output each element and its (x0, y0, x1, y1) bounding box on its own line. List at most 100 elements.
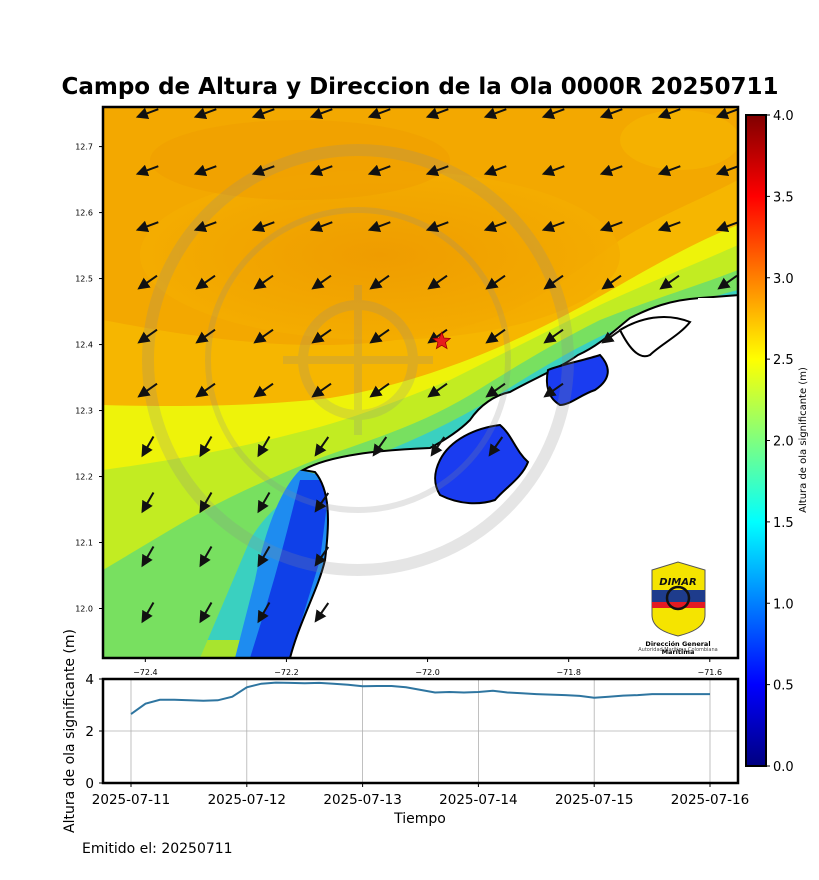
colorbar-ticks: 0.0 0.5 1.0 1.5 2.0 2.5 3.0 3.5 4.0 (766, 109, 794, 775)
wave-arrow (485, 274, 506, 290)
colorbar-tick-label: 1.0 (773, 597, 794, 612)
wave-arrow (485, 328, 506, 344)
wave-arrow (199, 545, 213, 568)
wave-arrow (367, 107, 391, 119)
wave-arrow (257, 435, 271, 458)
wave-arrow (199, 601, 213, 624)
wave-arrow (488, 436, 504, 457)
wave-arrow (369, 382, 390, 398)
wave-arrow (430, 436, 446, 457)
watermark-seal (142, 144, 574, 576)
wave-arrow (314, 492, 330, 513)
wave-direction-arrows (135, 107, 739, 624)
colorbar-tick-label: 3.0 (773, 272, 794, 287)
ts-x-tick-label: 2025-07-11 (92, 792, 170, 808)
wave-arrow (311, 382, 332, 398)
colorbar-tick-label: 2.0 (773, 435, 794, 450)
wave-arrow (309, 164, 333, 176)
ts-x-tick-label: 2025-07-15 (555, 792, 633, 808)
wave-arrow (137, 328, 158, 344)
wave-arrow (199, 435, 213, 458)
wave-arrow (314, 436, 330, 457)
map-frame (101, 105, 740, 660)
wave-arrow (427, 274, 448, 290)
map-y-tick-label: 12.3 (75, 407, 93, 416)
timeseries-x-label: Tiempo (393, 811, 446, 827)
wave-arrow (369, 274, 390, 290)
colorbar-tick-label: 2.5 (773, 353, 794, 368)
wave-arrow (367, 164, 391, 176)
svg-text:DIMAR: DIMAR (659, 577, 696, 588)
map-y-tick-label: 12.6 (75, 209, 93, 218)
wave-arrow (425, 164, 449, 176)
map-y-tick-label: 12.5 (75, 275, 93, 284)
emitted-date: Emitido el: 20250711 (82, 841, 233, 857)
colorbar-tick-label: 0.0 (773, 760, 794, 775)
wave-arrow (257, 491, 271, 514)
ts-y-tick-label: 2 (85, 724, 94, 740)
wave-arrow (485, 382, 506, 398)
wave-arrow (251, 107, 275, 119)
wave-arrow (543, 328, 564, 344)
map-y-tick-label: 12.2 (75, 473, 93, 482)
wave-arrow (715, 107, 739, 119)
logo-line1: Dirección General Marítima (645, 640, 711, 656)
wave-arrow (253, 328, 274, 344)
wave-arrow (659, 274, 680, 290)
wave-arrow (601, 274, 622, 290)
wave-arrow (541, 107, 565, 119)
wave-arrow (657, 164, 681, 176)
map-x-ticks: −72.4 −72.2 −72.0 −71.8 −71.6 (133, 658, 722, 677)
ts-x-tick-label: 2025-07-12 (208, 792, 286, 808)
wave-arrow (483, 164, 507, 176)
map-y-tick-label: 12.4 (75, 341, 93, 350)
map-field (103, 107, 738, 658)
wave-arrow (251, 164, 275, 176)
map-y-tick-label: 12.0 (75, 605, 93, 614)
wave-arrow (257, 545, 271, 568)
map-y-ticks: 12.0 12.1 12.2 12.3 12.4 12.5 12.6 12.7 (75, 143, 103, 614)
wave-arrow (193, 220, 217, 232)
map-x-tick-label: −72.4 (133, 668, 158, 677)
wave-arrow (483, 220, 507, 232)
timeseries-x-ticks: 2025-07-11 2025-07-12 2025-07-13 2025-07-14… (92, 783, 749, 808)
wave-arrow (541, 220, 565, 232)
wave-arrow (135, 164, 159, 176)
wave-arrow (314, 602, 330, 623)
wave-arrow (137, 382, 158, 398)
star-marker (432, 331, 452, 350)
wave-arrow (199, 491, 213, 514)
wave-arrow (427, 382, 448, 398)
colorbar-label: Altura de ola significante (m) (798, 367, 809, 513)
wave-arrow (251, 220, 275, 232)
wave-arrow (601, 328, 622, 344)
wave-arrow (543, 382, 564, 398)
wave-arrow (257, 601, 271, 624)
wave-arrow (137, 274, 158, 290)
timeseries-y-label: Altura de ola significante (m) (62, 629, 78, 833)
wave-arrow (311, 274, 332, 290)
lagoon-main (434, 423, 530, 505)
dimar-logo: DIMAR (651, 561, 706, 637)
map-x-tick-label: −72.2 (274, 668, 299, 677)
map-x-tick-label: −71.6 (698, 668, 723, 677)
wave-arrow (717, 274, 738, 290)
wave-arrow (141, 435, 155, 458)
colorbar (745, 114, 767, 767)
wave-arrow (425, 107, 449, 119)
wave-arrow (425, 220, 449, 232)
wave-arrow (657, 220, 681, 232)
map-x-tick-label: −72.0 (415, 668, 440, 677)
wave-arrow (427, 328, 448, 344)
wave-arrow (483, 107, 507, 119)
wave-arrow (543, 274, 564, 290)
wave-arrow (309, 107, 333, 119)
wave-arrow (715, 220, 739, 232)
wave-arrow (599, 107, 623, 119)
wave-arrow (135, 220, 159, 232)
wave-arrow (195, 382, 216, 398)
wave-arrow (141, 545, 155, 568)
wave-arrow (253, 274, 274, 290)
wave-arrow (195, 274, 216, 290)
map-y-tick-label: 12.7 (75, 143, 93, 152)
